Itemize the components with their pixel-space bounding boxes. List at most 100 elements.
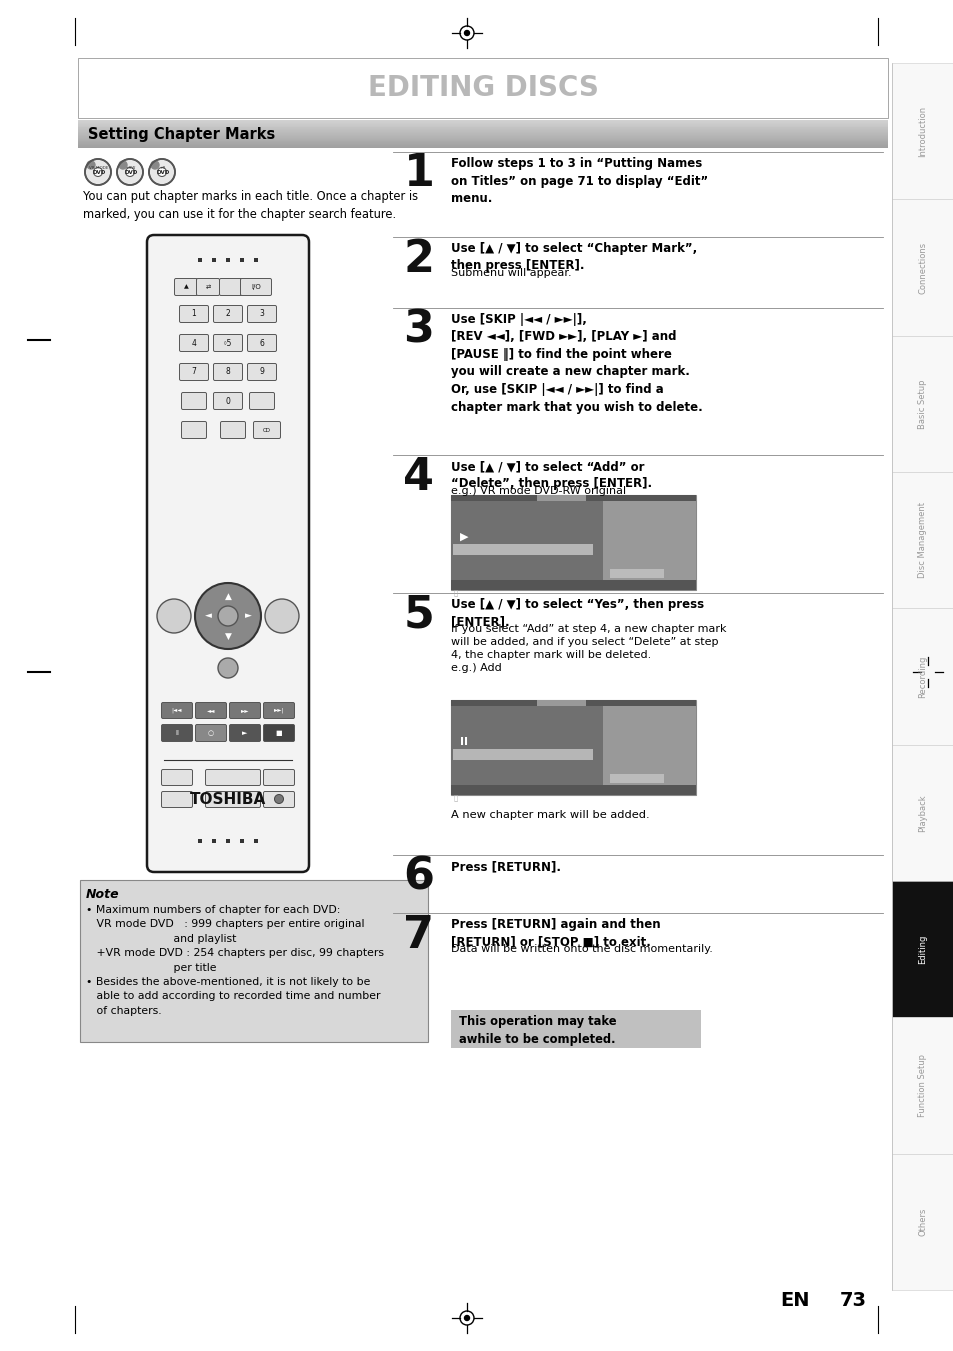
Bar bbox=[451, 494, 696, 590]
FancyBboxPatch shape bbox=[205, 770, 260, 785]
Text: A new chapter mark will be added.: A new chapter mark will be added. bbox=[451, 811, 649, 820]
Circle shape bbox=[119, 161, 127, 169]
Bar bbox=[451, 700, 696, 794]
Text: Playback: Playback bbox=[918, 794, 926, 832]
FancyBboxPatch shape bbox=[219, 278, 242, 296]
Text: Note: Note bbox=[86, 888, 119, 901]
Text: ►►: ►► bbox=[240, 708, 249, 713]
Text: 9: 9 bbox=[259, 367, 264, 377]
Text: 3: 3 bbox=[403, 308, 434, 351]
Text: ▲: ▲ bbox=[183, 285, 188, 289]
Bar bbox=[891, 1154, 953, 1290]
Text: Use [▲ / ▼] to select “Chapter Mark”,
then press [ENTER].: Use [▲ / ▼] to select “Chapter Mark”, th… bbox=[451, 242, 697, 273]
Text: ⛅: ⛅ bbox=[454, 794, 457, 801]
Text: Disc Management: Disc Management bbox=[918, 503, 926, 578]
Text: 3: 3 bbox=[259, 309, 264, 319]
Text: Introduction: Introduction bbox=[918, 105, 926, 157]
Circle shape bbox=[87, 161, 95, 169]
FancyBboxPatch shape bbox=[263, 792, 294, 808]
Circle shape bbox=[464, 31, 469, 35]
FancyBboxPatch shape bbox=[179, 363, 209, 381]
Bar bbox=[451, 580, 696, 590]
Bar bbox=[80, 880, 428, 1042]
Text: ►: ► bbox=[242, 730, 248, 736]
FancyBboxPatch shape bbox=[213, 363, 242, 381]
Text: ○: ○ bbox=[208, 730, 213, 736]
Bar bbox=[891, 1017, 953, 1154]
Bar bbox=[602, 499, 696, 580]
Bar bbox=[198, 258, 202, 262]
Text: EDITING DISCS: EDITING DISCS bbox=[367, 74, 598, 101]
Text: DVD: DVD bbox=[156, 170, 170, 176]
FancyBboxPatch shape bbox=[181, 422, 206, 439]
Bar bbox=[891, 335, 953, 471]
Text: |◄◄: |◄◄ bbox=[172, 708, 182, 713]
Circle shape bbox=[265, 598, 298, 634]
Text: DVD: DVD bbox=[92, 170, 106, 176]
Text: 2: 2 bbox=[403, 238, 434, 281]
Bar bbox=[451, 700, 696, 707]
Bar bbox=[602, 703, 696, 785]
FancyBboxPatch shape bbox=[247, 335, 276, 351]
FancyBboxPatch shape bbox=[263, 724, 294, 742]
Bar bbox=[226, 839, 230, 843]
Bar bbox=[537, 700, 585, 707]
FancyBboxPatch shape bbox=[161, 770, 193, 785]
Text: Setting Chapter Marks: Setting Chapter Marks bbox=[88, 127, 275, 142]
Text: +R: +R bbox=[160, 166, 166, 170]
Text: II: II bbox=[174, 730, 179, 736]
Circle shape bbox=[157, 598, 191, 634]
FancyBboxPatch shape bbox=[195, 724, 226, 742]
Bar bbox=[451, 499, 602, 580]
Text: If you select “Add” at step 4, a new chapter mark
will be added, and if you sele: If you select “Add” at step 4, a new cha… bbox=[451, 624, 726, 673]
Text: 4: 4 bbox=[403, 455, 434, 499]
Text: ◄◄: ◄◄ bbox=[207, 708, 215, 713]
FancyBboxPatch shape bbox=[230, 703, 260, 719]
FancyBboxPatch shape bbox=[179, 335, 209, 351]
Bar bbox=[891, 200, 953, 335]
Text: ▶: ▶ bbox=[459, 532, 468, 542]
Text: Others: Others bbox=[918, 1208, 926, 1236]
Text: Submenu will appear.: Submenu will appear. bbox=[451, 267, 571, 277]
Text: 8: 8 bbox=[226, 367, 230, 377]
Text: I/O: I/O bbox=[251, 284, 260, 290]
Text: Press [RETURN] again and then
[RETURN] or [STOP ■] to exit.: Press [RETURN] again and then [RETURN] o… bbox=[451, 917, 659, 948]
Circle shape bbox=[157, 168, 167, 177]
Text: e.g.) VR mode DVD-RW original: e.g.) VR mode DVD-RW original bbox=[451, 485, 625, 496]
Text: Editing: Editing bbox=[918, 935, 926, 963]
Text: 1: 1 bbox=[403, 153, 434, 196]
FancyBboxPatch shape bbox=[220, 422, 245, 439]
Text: TOSHIBA: TOSHIBA bbox=[190, 793, 266, 808]
Text: ▼: ▼ bbox=[224, 631, 232, 640]
Text: ◄: ◄ bbox=[204, 612, 212, 620]
Text: 5: 5 bbox=[403, 593, 434, 636]
FancyBboxPatch shape bbox=[195, 703, 226, 719]
Bar bbox=[453, 748, 592, 761]
Text: 0: 0 bbox=[225, 396, 231, 405]
FancyBboxPatch shape bbox=[247, 305, 276, 323]
Text: This operation may take
awhile to be completed.: This operation may take awhile to be com… bbox=[458, 1015, 616, 1046]
FancyBboxPatch shape bbox=[247, 363, 276, 381]
Bar bbox=[453, 544, 592, 555]
FancyBboxPatch shape bbox=[213, 305, 242, 323]
FancyBboxPatch shape bbox=[213, 393, 242, 409]
Circle shape bbox=[151, 161, 159, 169]
Bar bbox=[253, 258, 257, 262]
Bar bbox=[212, 839, 215, 843]
Circle shape bbox=[149, 159, 174, 185]
Circle shape bbox=[218, 607, 237, 626]
Text: EN: EN bbox=[780, 1290, 809, 1309]
Circle shape bbox=[274, 794, 283, 804]
Text: CD: CD bbox=[263, 427, 271, 432]
Bar bbox=[891, 744, 953, 881]
Text: +RW: +RW bbox=[126, 166, 136, 170]
FancyBboxPatch shape bbox=[230, 724, 260, 742]
FancyBboxPatch shape bbox=[147, 235, 309, 871]
Text: 6: 6 bbox=[259, 339, 264, 347]
FancyBboxPatch shape bbox=[174, 278, 197, 296]
Text: ►: ► bbox=[244, 612, 252, 620]
Text: DVD: DVD bbox=[124, 170, 137, 176]
Bar bbox=[451, 703, 602, 785]
FancyBboxPatch shape bbox=[253, 422, 280, 439]
FancyBboxPatch shape bbox=[205, 792, 260, 808]
